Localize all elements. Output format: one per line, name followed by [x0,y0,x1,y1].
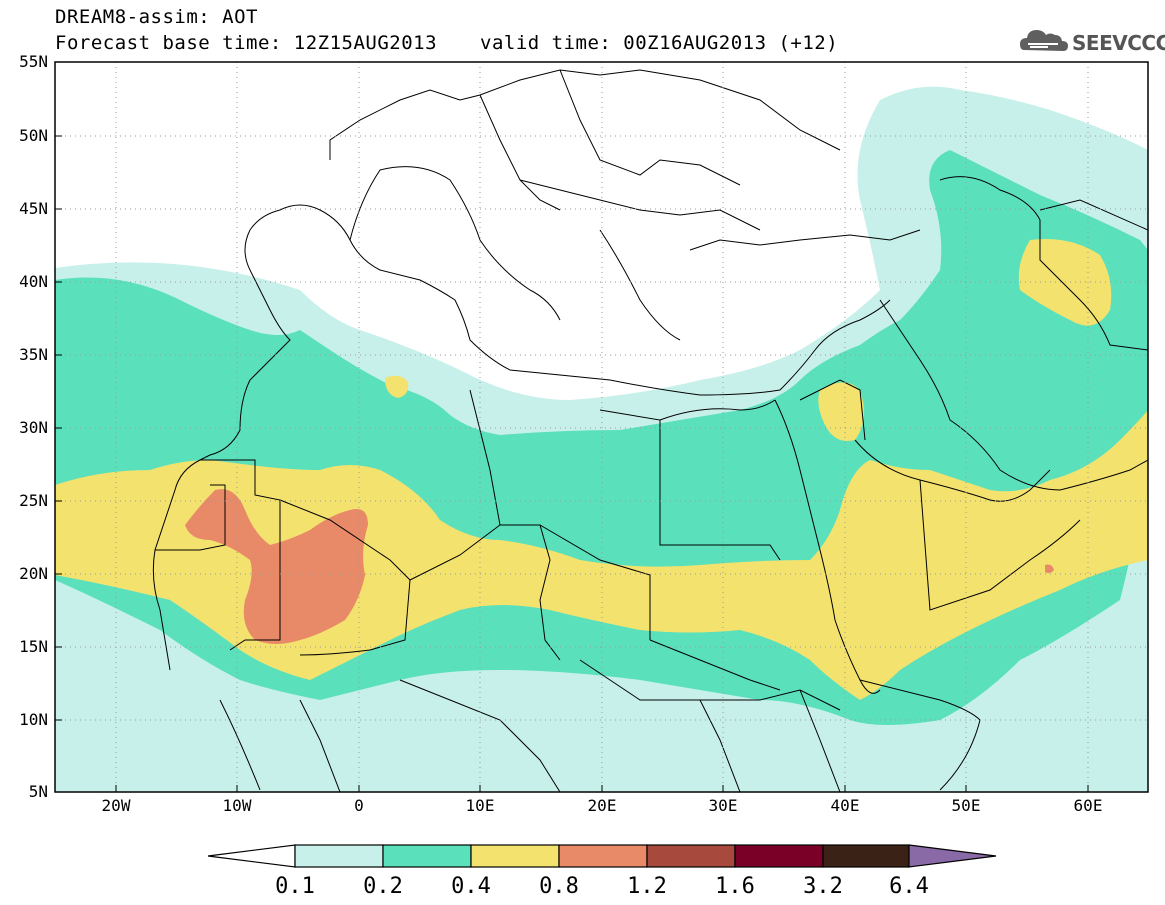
lon-label: 0 [354,796,364,815]
seevccc-cloud-logo-icon [1020,30,1068,51]
lon-label: 10W [223,796,252,815]
colorbar-label: 0.8 [539,874,579,899]
lat-label: 35N [19,345,48,364]
lon-label: 20E [588,796,617,815]
colorbar-label: 0.4 [451,874,491,899]
lon-label: 10E [466,796,495,815]
colorbar-label: 1.6 [715,874,755,899]
colorbar-segment [294,844,384,868]
map-title: DREAM8-assim: AOT [55,6,258,28]
logo-text: SEEVCCC [1072,31,1165,55]
colorbar-label: 1.2 [627,874,667,899]
lat-label: 40N [19,272,48,291]
graticule [55,62,1148,792]
colorbar-segment [470,844,560,868]
colorbar-under-arrow [207,844,296,868]
colorbar-segment [558,844,648,868]
valid-time: valid time: 00Z16AUG2013 (+12) [480,32,839,54]
longitude-labels: 20W 10W 0 10E 20E 30E 40E 50E 60E [102,796,1103,815]
country-borders [152,69,1148,792]
colorbar-segment [382,844,472,868]
colorbar [207,844,997,868]
lon-label: 60E [1074,796,1103,815]
colorbar-label: 0.2 [363,874,403,899]
colorbar-segment [822,844,910,868]
latitude-labels: 55N 50N 45N 40N 35N 30N 25N 20N 15N 10N … [19,52,48,801]
lon-label: 20W [102,796,131,815]
colorbar-label: 6.4 [889,874,929,899]
lat-label: 45N [19,199,48,218]
lat-label: 15N [19,637,48,656]
aot-level-0.8 [185,489,1054,644]
lon-label: 40E [831,796,860,815]
colorbar-labels: 0.1 0.2 0.4 0.8 1.2 1.6 3.2 6.4 [275,874,929,899]
colorbar-segment [646,844,736,868]
lat-label: 20N [19,564,48,583]
colorbar-segment [734,844,824,868]
colorbar-over-arrow [908,844,997,868]
colorbar-label: 0.1 [275,874,315,899]
lat-label: 55N [19,52,48,71]
lon-label: 50E [952,796,981,815]
lat-label: 10N [19,710,48,729]
lat-label: 50N [19,126,48,145]
forecast-base-time: Forecast base time: 12Z15AUG2013 [55,32,438,54]
aot-field [55,62,1148,792]
lat-label: 5N [29,782,48,801]
lon-label: 30E [709,796,738,815]
lat-label: 25N [19,491,48,510]
lat-label: 30N [19,418,48,437]
axis-ticks [55,61,1089,792]
colorbar-label: 3.2 [803,874,843,899]
